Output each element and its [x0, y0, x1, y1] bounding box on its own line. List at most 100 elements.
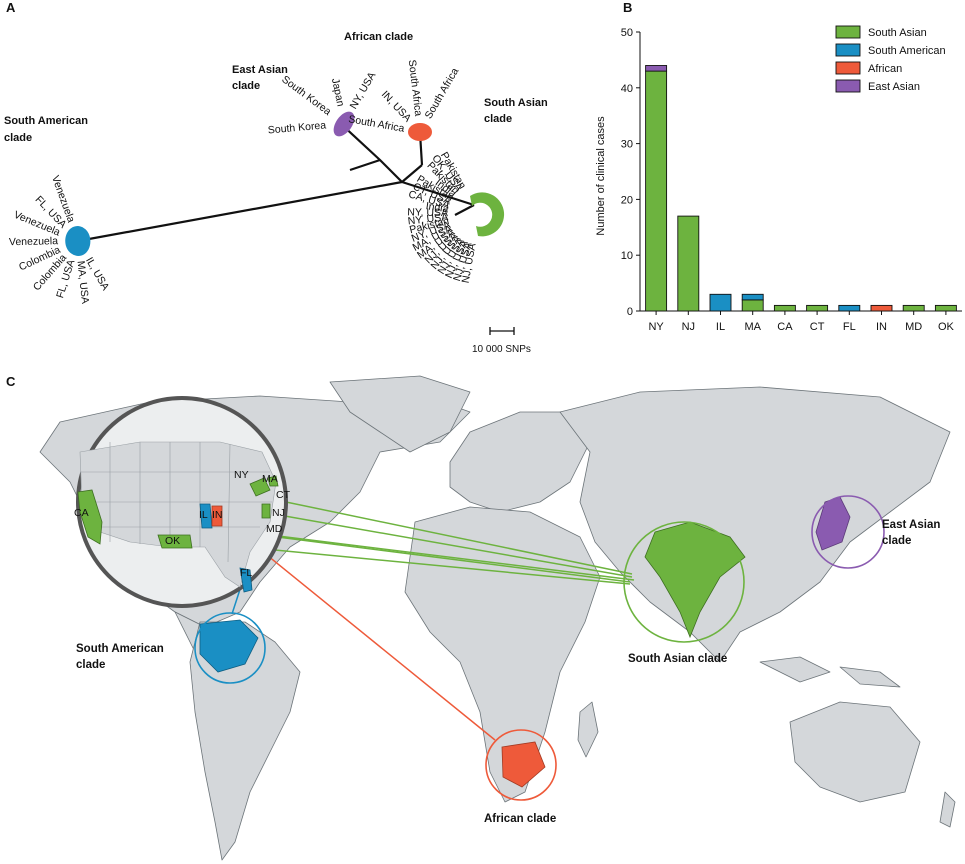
- map-label-south-asian: South Asian clade: [628, 653, 727, 665]
- bar-segment-ny-3: [645, 65, 668, 72]
- tree-leaf-label: MA, USA: [74, 260, 91, 304]
- region-south-africa: [501, 741, 546, 788]
- clade-tip-african: [408, 123, 432, 141]
- y-tick-label: 0: [627, 306, 633, 318]
- circle-east-asian: [811, 495, 885, 569]
- tree-leaf-label: Venezuela: [9, 235, 58, 248]
- landmass-new-zealand: [939, 791, 956, 828]
- map-label-east-asian-2: clade: [882, 535, 911, 547]
- bar-segment-nj-0: [677, 215, 700, 312]
- landmass-madagascar: [577, 701, 599, 758]
- state-fl: [239, 567, 253, 593]
- landmass-australia: [789, 701, 921, 803]
- state-ny: [249, 477, 271, 497]
- landmass-greenland: [329, 375, 471, 453]
- clade-label-south-asian-2: clade: [484, 113, 512, 125]
- map-label-south-american-1: South American: [76, 643, 164, 655]
- state-label-ok: OK: [165, 535, 180, 547]
- clade-label-african: African clade: [344, 31, 413, 43]
- legend-swatch: [835, 79, 861, 93]
- legend-swatch: [835, 25, 861, 39]
- state-nj: [261, 503, 271, 519]
- x-tick-label: IN: [876, 321, 887, 333]
- state-label-in: IN: [212, 509, 223, 521]
- y-tick-label: 20: [621, 194, 633, 206]
- tree-leaf-label: Japan: [329, 77, 347, 108]
- panel-label-b: B: [623, 0, 633, 15]
- x-tick-label: CT: [810, 321, 825, 333]
- bar-segment-il-1: [709, 293, 732, 312]
- branch-internal: [401, 164, 423, 183]
- x-tick-label: NJ: [682, 321, 695, 333]
- clade-label-east-asian-1: East Asian: [232, 64, 288, 76]
- state-label-ma: MA: [262, 473, 278, 485]
- state-label-ca: CA: [74, 507, 89, 519]
- clade-label-south-american-2: clade: [4, 132, 32, 144]
- landmass-europe: [449, 411, 591, 513]
- legend-label: East Asian: [868, 81, 920, 93]
- y-axis-label: Number of clinical cases: [595, 116, 607, 236]
- x-tick-label: MA: [744, 321, 761, 333]
- state-label-nj: NJ: [272, 507, 285, 519]
- panel-label-a: A: [6, 0, 16, 15]
- landmass-indonesia-1: [759, 656, 831, 683]
- clade-label-east-asian-2: clade: [232, 80, 260, 92]
- x-tick-label: IL: [716, 321, 725, 333]
- scale-bar-label: 10 000 SNPs: [472, 344, 531, 355]
- state-in: [211, 505, 223, 527]
- bar-segment-ca-0: [773, 304, 796, 312]
- x-tick-label: OK: [938, 321, 955, 333]
- scale-bar: [489, 327, 515, 335]
- circle-african: [485, 729, 557, 801]
- state-ok: [157, 534, 193, 549]
- circle-south-american: [194, 612, 266, 684]
- legend-label: African: [868, 63, 902, 75]
- tree-leaf-label: South Korea: [267, 119, 326, 136]
- bar-segment-in-2: [870, 304, 893, 312]
- usa-states: [79, 441, 277, 588]
- state-label-il: IL: [199, 509, 208, 521]
- branch-south-american: [77, 180, 403, 243]
- branch-south-asian-tip: [454, 204, 475, 216]
- tree-leaf-label: South Korea: [279, 73, 333, 118]
- state-label-ct: CT: [276, 489, 291, 501]
- legend-label: South Asian: [868, 27, 927, 39]
- legend-swatch: [835, 61, 861, 75]
- x-tick-label: CA: [777, 321, 793, 333]
- bar-segment-ct-0: [806, 304, 829, 312]
- legend-label: South American: [868, 45, 946, 57]
- panel-label-c: C: [6, 374, 16, 389]
- phylogenetic-tree: South American clade East Asian clade Af…: [4, 31, 548, 355]
- landmass-asia: [559, 386, 951, 663]
- tree-leaf-label: NY, USA: [407, 211, 449, 227]
- legend-swatch: [835, 43, 861, 57]
- circle-south-asian: [623, 521, 745, 643]
- clade-tip-south-asian: [470, 192, 505, 237]
- state-label-md: MD: [266, 523, 283, 535]
- x-tick-label: FL: [843, 321, 856, 333]
- state-il: [199, 503, 213, 529]
- branch-node: [349, 158, 381, 172]
- landmass-indonesia-2: [839, 666, 901, 688]
- state-ma: [267, 475, 279, 487]
- map-label-african: African clade: [484, 813, 556, 825]
- state-label-ny: NY: [234, 469, 249, 481]
- map-label-south-american-2: clade: [76, 659, 105, 671]
- tree-leaf-label: South Africa: [423, 66, 462, 121]
- y-tick-label: 40: [621, 83, 633, 95]
- world-map: NY MA CA IL IN CT NJ MD OK FL South Amer…: [39, 375, 956, 861]
- map-label-east-asian-1: East Asian: [882, 519, 940, 531]
- state-ca: [77, 489, 103, 545]
- state-label-fl: FL: [240, 567, 252, 579]
- tree-leaf-label: NY, USA: [348, 70, 379, 111]
- x-tick-label: MD: [905, 321, 922, 333]
- bar-segment-md-0: [902, 304, 925, 312]
- tree-leaf-label: South Africa: [406, 59, 425, 117]
- tree-leaf-label: South Africa: [347, 113, 405, 135]
- clade-tip-east-asian: [333, 111, 355, 137]
- y-tick-label: 50: [621, 27, 633, 39]
- bar-segment-ma-1: [741, 293, 764, 301]
- clade-tip-south-american: [65, 226, 91, 256]
